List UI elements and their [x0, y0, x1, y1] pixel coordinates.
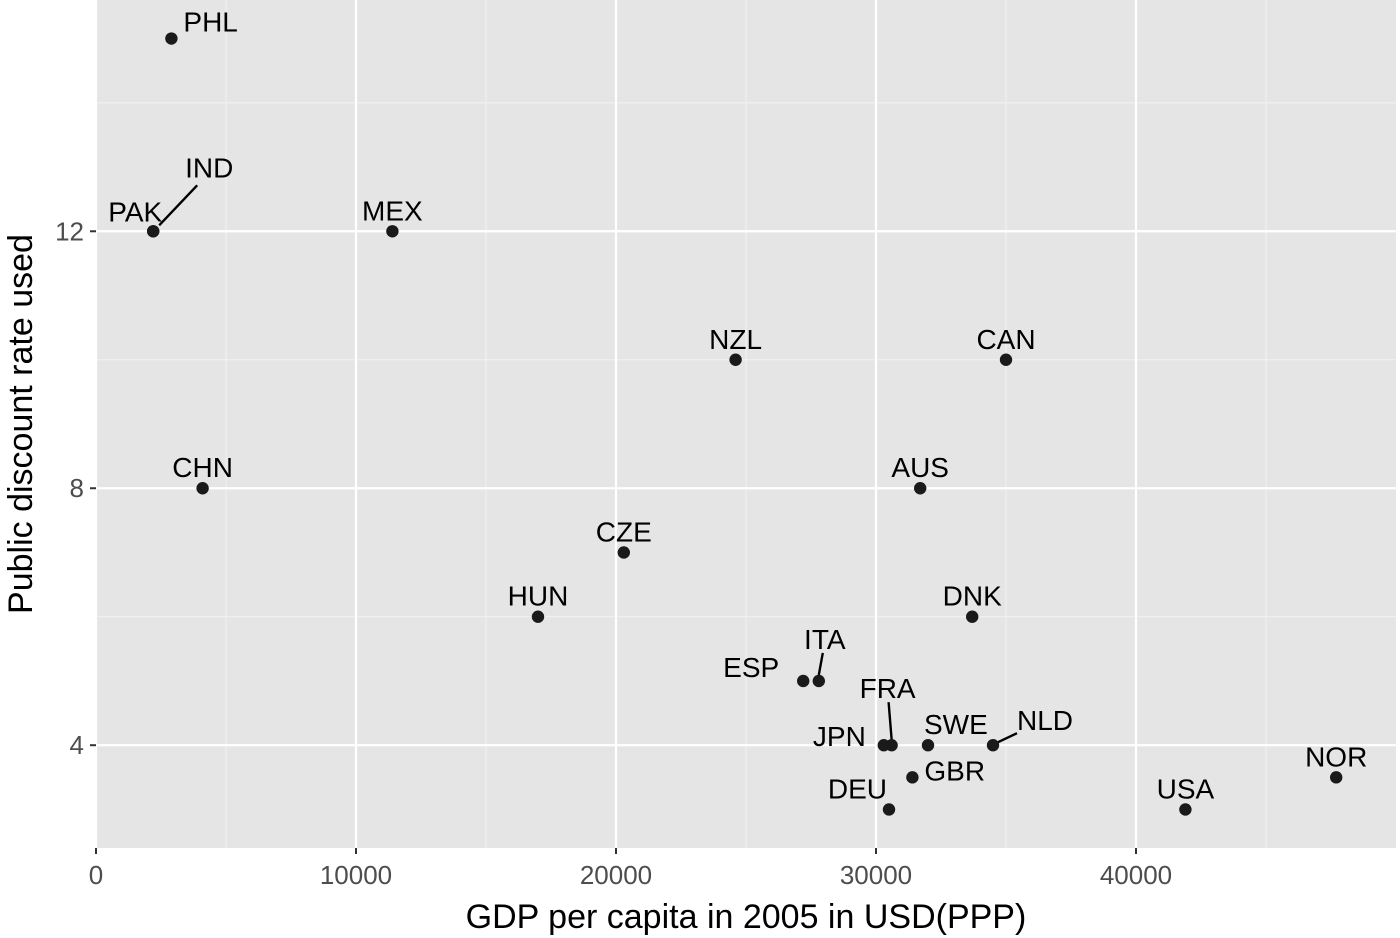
- point-label-swe: SWE: [924, 709, 988, 740]
- data-point-nor: [1330, 771, 1343, 784]
- point-label-esp: ESP: [723, 652, 779, 683]
- x-tick-label: 0: [89, 860, 103, 890]
- grid-lines: [94, 0, 1396, 848]
- data-point-usa: [1179, 803, 1192, 816]
- data-point-cze: [617, 546, 630, 559]
- leader-line-nld: [997, 732, 1018, 744]
- point-label-nzl: NZL: [709, 324, 762, 355]
- data-point-ind: [147, 225, 160, 238]
- x-tick-label: 20000: [580, 860, 652, 890]
- point-labels: PHL PAK IND MEX NZL CAN CHN AUS CZE HUN DNK ESP ITA F…: [108, 7, 1367, 805]
- data-point-nld: [986, 739, 1000, 752]
- data-point-aus: [914, 482, 927, 495]
- point-label-can: CAN: [976, 324, 1035, 355]
- data-point-gbr: [906, 771, 919, 784]
- point-label-usa: USA: [1157, 773, 1215, 804]
- point-label-nor: NOR: [1305, 741, 1367, 772]
- point-label-ind: IND: [185, 152, 233, 183]
- point-label-ita: ITA: [804, 624, 846, 655]
- leader-line-ind: [158, 184, 199, 227]
- data-point-ita: [812, 674, 825, 688]
- y-tick-label: 4: [70, 730, 84, 760]
- leader-line-fra: [887, 702, 893, 740]
- x-tick-label: 10000: [320, 860, 392, 890]
- point-label-aus: AUS: [891, 452, 949, 483]
- axis-ticks: 0 10000 20000 30000 40000 4 8 12: [55, 216, 1172, 890]
- data-point-mex: [386, 225, 399, 238]
- data-point-dnk: [966, 610, 979, 623]
- x-axis-title: GDP per capita in 2005 in USD(PPP): [466, 898, 1027, 936]
- point-label-hun: HUN: [508, 581, 569, 612]
- point-label-gbr: GBR: [924, 755, 985, 786]
- point-label-pak: PAK: [108, 196, 162, 227]
- data-point-swe: [921, 739, 935, 752]
- point-label-chn: CHN: [172, 452, 233, 483]
- data-point-nzl: [729, 353, 742, 366]
- y-tick-label: 12: [55, 216, 84, 246]
- y-tick-label: 8: [70, 473, 84, 503]
- x-tick-label: 40000: [1100, 860, 1172, 890]
- point-label-phl: PHL: [183, 7, 237, 38]
- data-point-deu: [882, 803, 896, 816]
- data-point-esp: [797, 674, 810, 688]
- x-tick-label: 30000: [840, 860, 912, 890]
- data-point-chn: [196, 482, 209, 495]
- leader-line-ita: [817, 652, 824, 676]
- point-label-dnk: DNK: [943, 581, 1002, 612]
- point-label-nld: NLD: [1017, 705, 1073, 736]
- label-leader-lines: [158, 184, 1018, 744]
- data-point-phl: [165, 32, 178, 45]
- point-label-deu: DEU: [828, 773, 887, 804]
- data-points: [147, 32, 1343, 816]
- y-axis-title: Public discount rate used: [2, 234, 40, 614]
- data-point-jpn: [877, 739, 890, 752]
- point-label-jpn: JPN: [813, 721, 866, 752]
- point-label-mex: MEX: [362, 195, 423, 226]
- point-label-cze: CZE: [596, 516, 652, 547]
- data-point-can: [999, 353, 1013, 366]
- point-label-fra: FRA: [860, 673, 916, 704]
- data-point-hun: [531, 610, 545, 623]
